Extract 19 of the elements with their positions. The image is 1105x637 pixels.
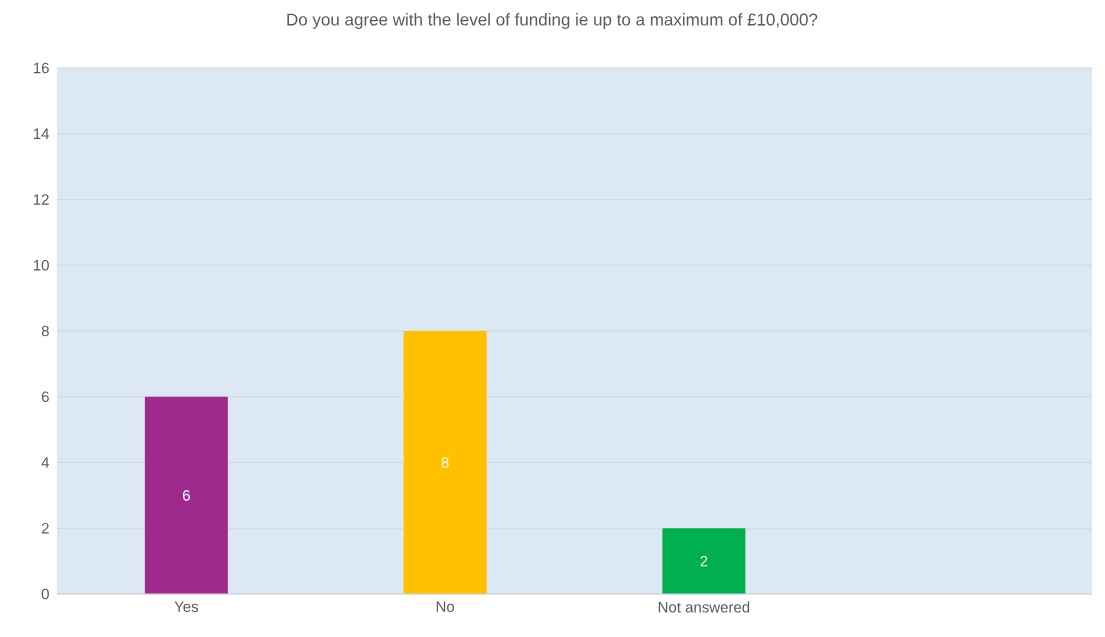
data-label: 2 (700, 555, 708, 567)
x-tick-label: Not answered (658, 601, 750, 613)
y-tick-label: 14 (33, 128, 50, 139)
data-label: 8 (441, 457, 449, 468)
y-tick-label: 2 (41, 523, 49, 534)
y-tick-label: 8 (41, 325, 49, 337)
bar (144, 396, 228, 594)
x-tick-label: Yes (174, 601, 199, 612)
y-tick-label: 16 (33, 62, 49, 74)
y-tick-label: 12 (33, 194, 49, 205)
bar (662, 528, 746, 594)
x-tick-label: No (436, 601, 455, 612)
data-label: 6 (182, 490, 190, 501)
y-tick-label: 6 (41, 391, 49, 403)
y-tick-label: 4 (41, 457, 50, 468)
bar (403, 331, 487, 594)
y-tick-label: 0 (41, 588, 49, 600)
chart-title: Do you agree with the level of funding ie up to a maximum of £10,000? (287, 13, 818, 29)
y-tick-label: 10 (33, 259, 49, 271)
